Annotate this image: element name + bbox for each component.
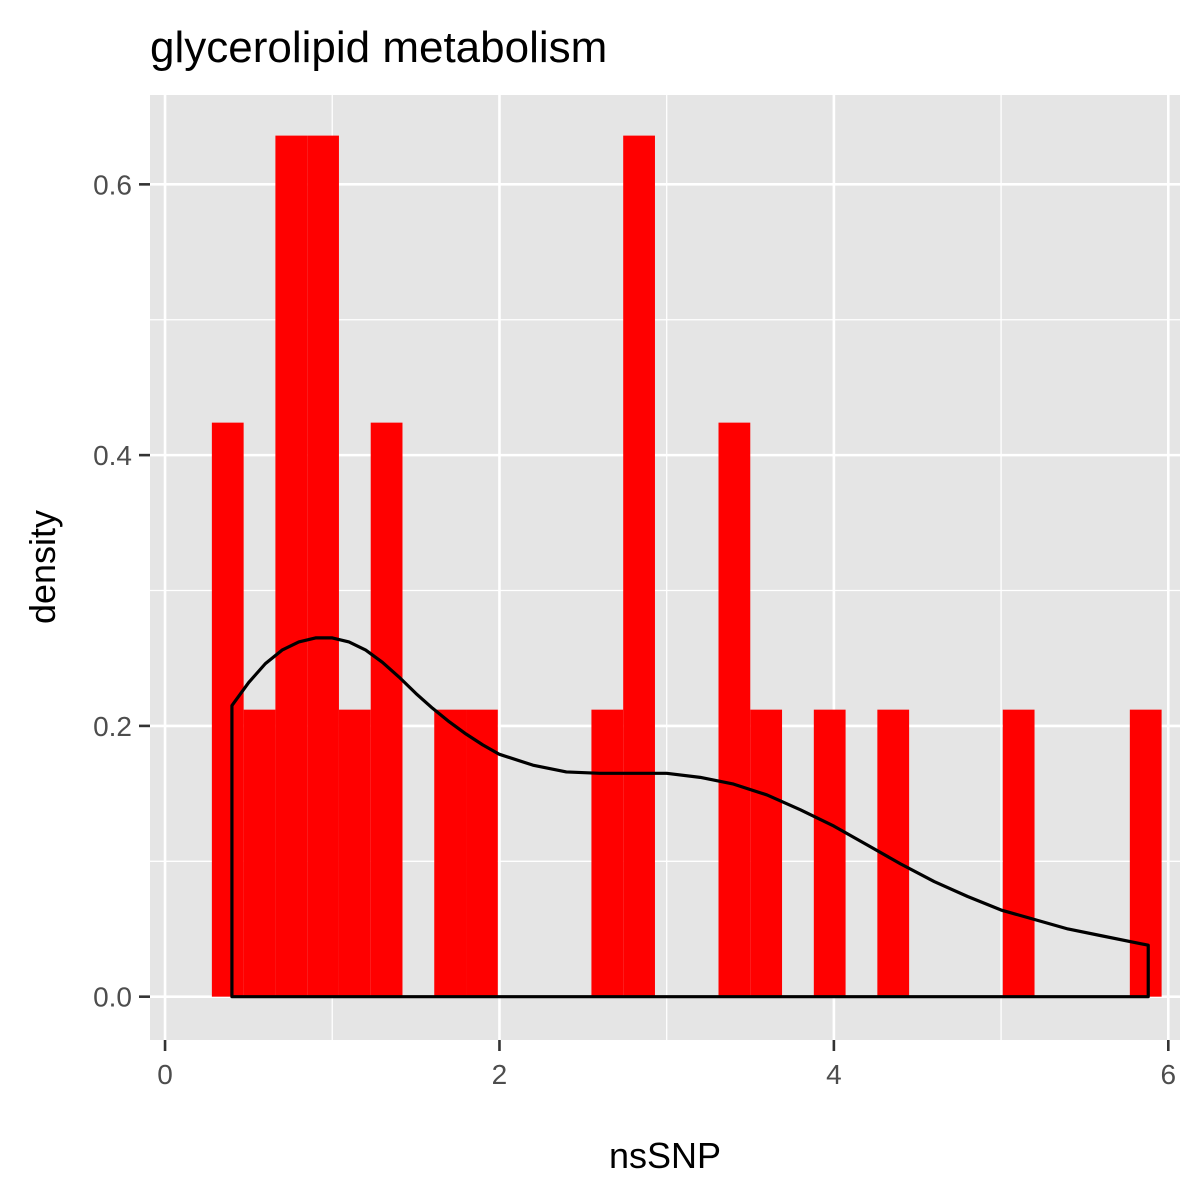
density-curve xyxy=(230,636,1150,999)
histogram-bar xyxy=(1129,709,1162,997)
histogram-bar xyxy=(243,709,276,997)
histogram-bar xyxy=(211,422,244,997)
y-tick-label: 0.0 xyxy=(93,982,132,1013)
y-axis-title: density xyxy=(22,510,63,624)
x-tick-label: 0 xyxy=(157,1059,173,1090)
x-tick-label: 4 xyxy=(826,1059,842,1090)
histogram-bar xyxy=(307,135,339,997)
y-tick-label: 0.6 xyxy=(93,169,132,200)
y-axis: 0.0 0.2 0.4 0.6 xyxy=(93,169,150,1013)
histogram-bar xyxy=(466,709,498,997)
histogram-bar xyxy=(275,135,308,997)
chart-title: glycerolipid metabolism xyxy=(150,23,607,72)
histogram-bar xyxy=(434,709,467,997)
histogram-bar xyxy=(813,709,846,997)
histogram-bar xyxy=(370,422,403,997)
x-tick-label: 6 xyxy=(1161,1059,1177,1090)
histogram-bar xyxy=(750,709,783,997)
histogram-bar xyxy=(623,135,655,997)
histogram-bar xyxy=(718,422,751,997)
y-tick-label: 0.2 xyxy=(93,711,132,742)
histogram-bar xyxy=(338,709,371,997)
histogram-bar xyxy=(1002,709,1035,997)
density-curve-group xyxy=(230,636,1150,999)
histogram-bar xyxy=(591,709,624,997)
x-axis: 0 2 4 6 xyxy=(157,1040,1176,1090)
histogram-bars xyxy=(211,135,1162,997)
y-tick-label: 0.4 xyxy=(93,440,132,471)
x-axis-title: nsSNP xyxy=(609,1135,721,1176)
x-tick-label: 2 xyxy=(492,1059,508,1090)
